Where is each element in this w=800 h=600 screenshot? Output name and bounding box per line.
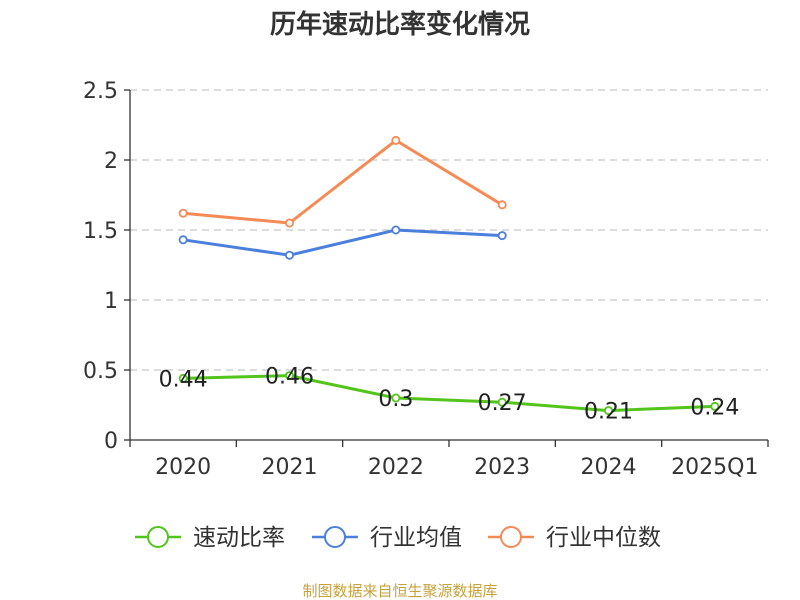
y-tick-label: 0.5 (83, 359, 118, 384)
data-point[interactable] (178, 373, 188, 383)
x-tick-label: 2023 (474, 455, 530, 480)
x-tick-label: 2022 (368, 455, 424, 480)
series-line-1 (182, 228, 503, 257)
data-label: 0.3 (378, 387, 413, 412)
data-point[interactable] (497, 397, 507, 407)
grid (130, 89, 768, 371)
source-note: 制图数据来自恒生聚源数据库 (302, 582, 497, 600)
legend-label: 行业中位数 (546, 525, 661, 551)
data-point[interactable] (604, 406, 614, 416)
data-point[interactable] (710, 401, 720, 411)
data-point[interactable] (284, 218, 294, 228)
x-tick-label: 2025Q1 (671, 455, 758, 480)
y-tick-label: 2.5 (83, 79, 118, 104)
data-point[interactable] (178, 208, 188, 218)
series-line-0 (183, 374, 715, 413)
y-tick-label: 1 (104, 289, 118, 314)
data-label: 0.27 (478, 391, 527, 416)
chart-title: 历年速动比率变化情况 (270, 9, 530, 40)
data-label: 0.44 (159, 367, 208, 392)
legend-marker (324, 526, 346, 548)
data-point[interactable] (497, 200, 507, 210)
data-labels: 0.44 0.46 0.3 0.27 0.21 0.24 (159, 365, 740, 425)
data-label: 0.24 (690, 395, 739, 420)
legend-label: 行业均值 (370, 525, 462, 551)
legend-label: 速动比率 (193, 525, 285, 551)
series-line-2 (183, 138, 503, 225)
legend-item-1[interactable]: 行业均值 (312, 525, 462, 551)
data-label: 0.21 (584, 400, 633, 425)
axes: 0 0.5 1 1.5 2 2.5 2020 2021 2022 2023 2024 2025Q1 (83, 79, 769, 480)
legend-marker (147, 526, 169, 548)
x-tick-label: 2021 (262, 455, 318, 480)
legend-marker (500, 526, 522, 548)
y-tick-label: 0 (104, 429, 118, 454)
y-tick-label: 1.5 (83, 219, 118, 244)
data-point[interactable] (178, 235, 188, 245)
legend-item-0[interactable]: 速动比率 (135, 525, 285, 551)
data-point[interactable] (391, 135, 401, 145)
data-point[interactable] (284, 371, 294, 381)
x-tick-label: 2020 (155, 455, 211, 480)
data-label: 0.46 (265, 365, 314, 390)
data-point[interactable] (391, 225, 401, 235)
series-layer (178, 135, 720, 416)
legend-item-2[interactable]: 行业中位数 (488, 525, 661, 551)
data-point[interactable] (391, 393, 401, 403)
y-tick-label: 2 (104, 149, 118, 174)
x-tick-label: 2024 (581, 455, 637, 480)
data-point[interactable] (497, 231, 507, 241)
legend[interactable]: 速动比率 行业均值 行业中位数 (135, 525, 661, 551)
data-point[interactable] (284, 250, 294, 260)
